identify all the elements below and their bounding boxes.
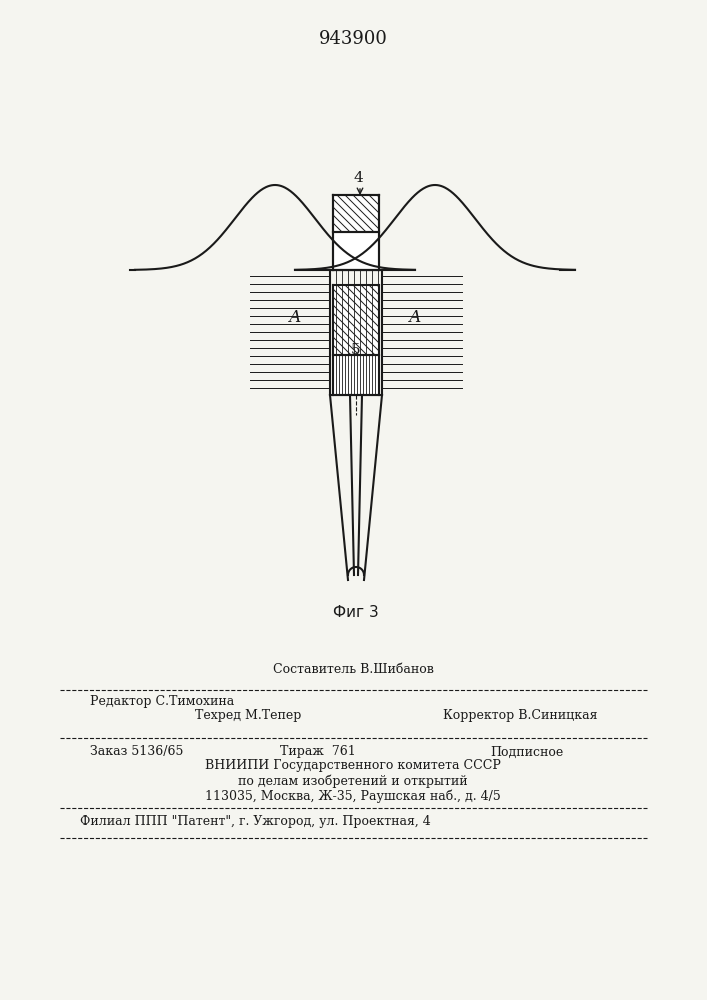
Bar — [333, 195, 379, 232]
Text: Подписное: Подписное — [490, 746, 563, 758]
Text: Фиг 3: Фиг 3 — [333, 605, 379, 620]
Bar — [333, 285, 379, 355]
Text: 4: 4 — [353, 171, 363, 185]
Text: А: А — [288, 310, 301, 326]
Text: 5: 5 — [351, 343, 361, 357]
Text: Филиал ППП "Патент", г. Ужгород, ул. Проектная, 4: Филиал ППП "Патент", г. Ужгород, ул. Про… — [80, 816, 431, 828]
Text: 113035, Москва, Ж-35, Раушская наб., д. 4/5: 113035, Москва, Ж-35, Раушская наб., д. … — [205, 789, 501, 803]
Text: Техред М.Тепер: Техред М.Тепер — [195, 710, 301, 722]
Bar — [333, 232, 379, 270]
Text: Корректор В.Синицкая: Корректор В.Синицкая — [443, 710, 597, 722]
Text: Составитель В.Шибанов: Составитель В.Шибанов — [273, 663, 433, 676]
Text: Редактор С.Тимохина: Редактор С.Тимохина — [90, 696, 234, 708]
Bar — [333, 355, 379, 395]
Text: 943900: 943900 — [319, 30, 387, 48]
Text: Заказ 5136/65: Заказ 5136/65 — [90, 746, 187, 758]
Text: по делам изобретений и открытий: по делам изобретений и открытий — [238, 774, 468, 788]
Text: ВНИИПИ Государственного комитета СССР: ВНИИПИ Государственного комитета СССР — [205, 760, 501, 772]
Text: Тираж  761: Тираж 761 — [280, 746, 356, 758]
Text: А: А — [409, 310, 421, 326]
